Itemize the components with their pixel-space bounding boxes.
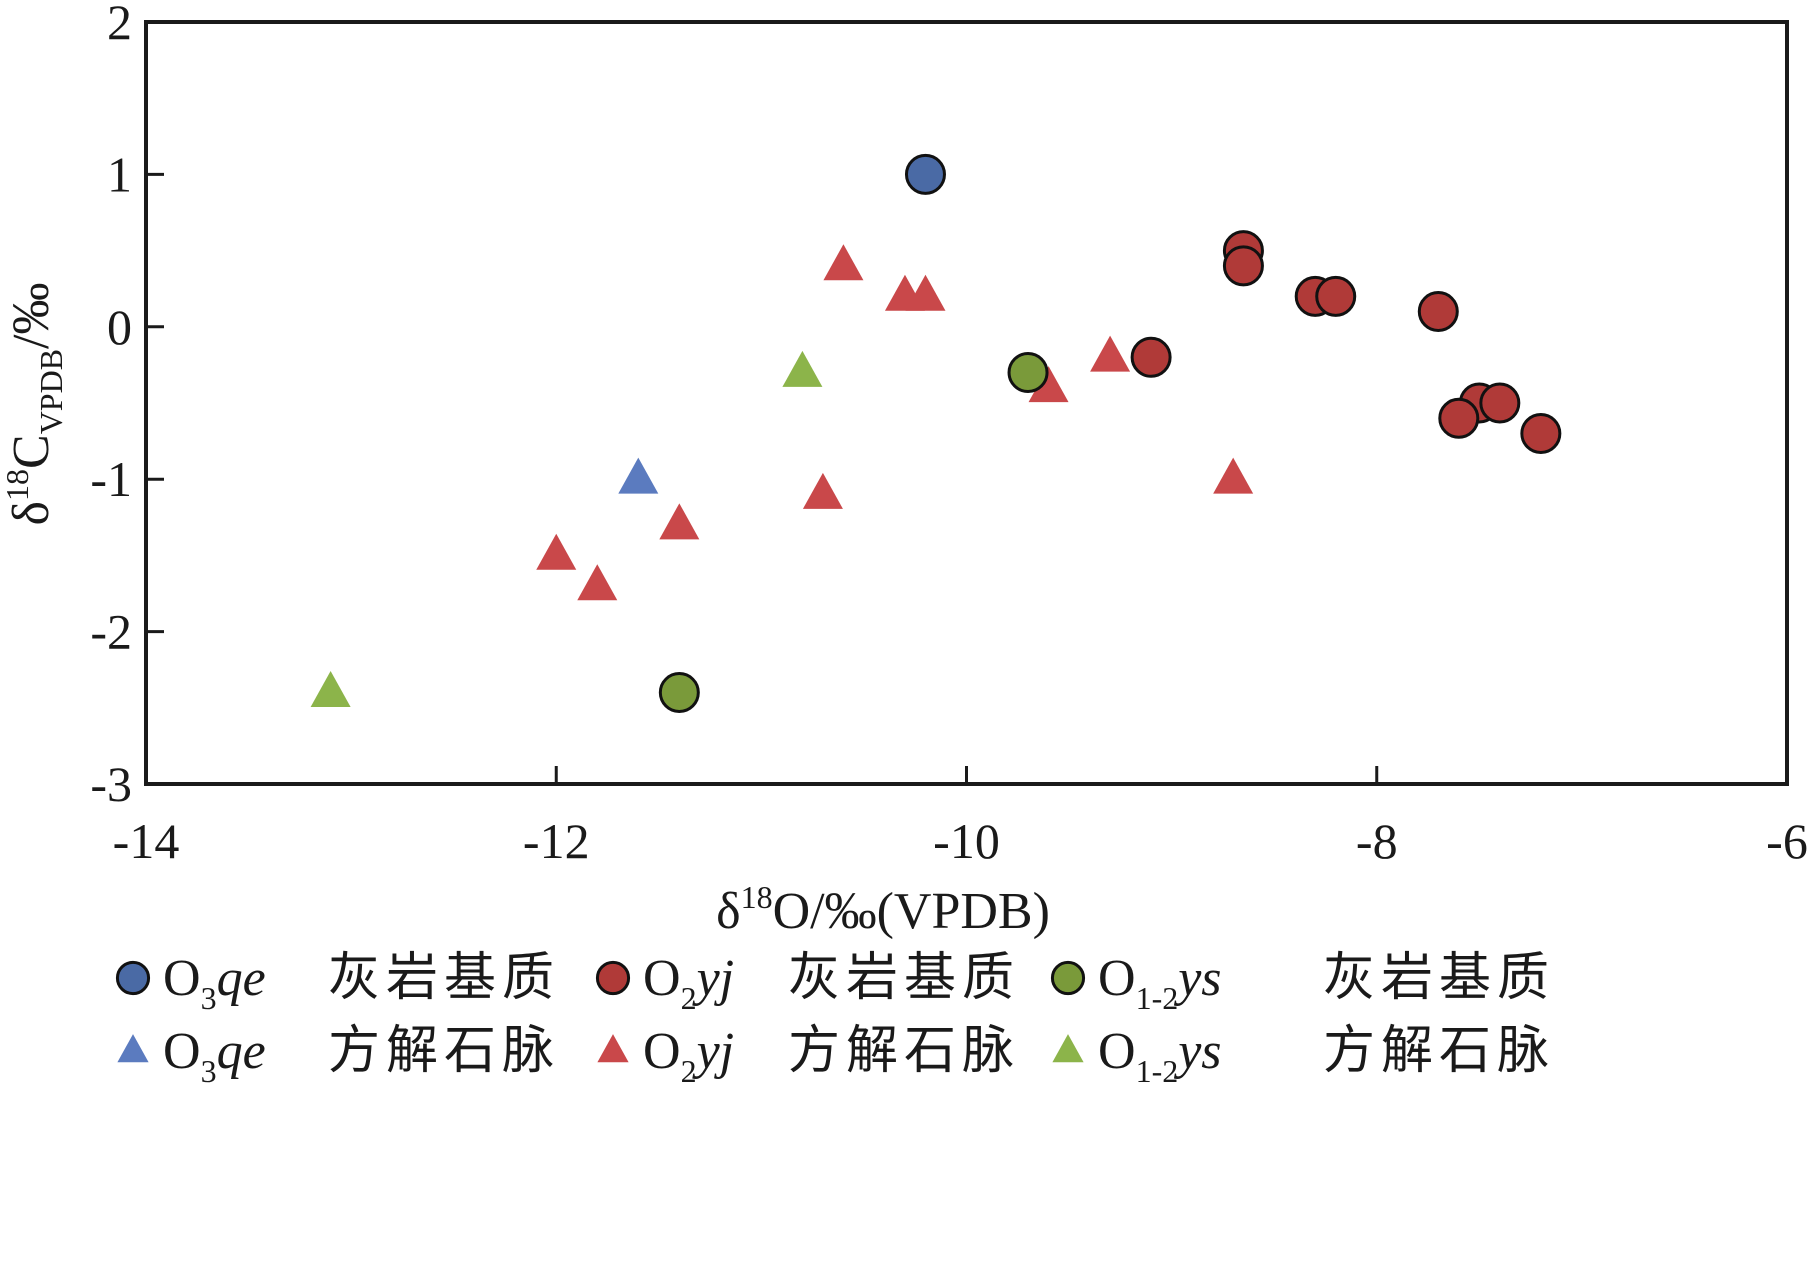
y-tick-label: 0 (107, 299, 132, 355)
data-point-triangle (618, 457, 659, 494)
legend-lithology: 灰岩基质 (788, 948, 1020, 1008)
data-point-triangle (802, 472, 843, 509)
legend-label: O2yj (643, 950, 734, 1016)
data-point-circle (904, 153, 946, 195)
y-tick-label: -3 (90, 756, 132, 812)
axis-ticks (146, 172, 1379, 784)
y-tick-label: 1 (107, 146, 132, 202)
legend-marker (595, 960, 631, 996)
data-point-circle (1007, 352, 1049, 394)
legend-label: O2yj (643, 1023, 734, 1089)
legend: O3qe 灰岩基质 O2yj 灰岩基质 O1-2ys 灰岩基质 O3qe 方解石脉 O2yj 方解… (115, 948, 1555, 1089)
data-point-triangle (536, 533, 577, 570)
legend-lithology: 方解石脉 (328, 1021, 560, 1081)
legend-marker (1050, 960, 1086, 996)
legend-lithology: 灰岩基质 (328, 948, 560, 1008)
legend-label: O1-2ys (1098, 1023, 1222, 1089)
legend-marker (115, 960, 151, 996)
data-point-circle (1417, 291, 1459, 333)
data-point-circle (1130, 336, 1172, 378)
data-point-triangle (1213, 457, 1254, 494)
data-point-circle (1479, 382, 1521, 424)
legend-label: O3qe (163, 1023, 266, 1089)
data-points (310, 153, 1562, 714)
data-point-circle (1315, 275, 1357, 317)
data-point-triangle (782, 350, 823, 387)
data-point-triangle (577, 564, 618, 601)
data-point-triangle (1028, 366, 1069, 403)
data-point-circle (658, 672, 700, 714)
plot-area-frame (144, 20, 1789, 786)
legend-marker (597, 1034, 629, 1063)
data-point-triangle (310, 670, 351, 707)
data-point-triangle (823, 244, 864, 281)
legend-label: O3qe (163, 950, 266, 1016)
x-tick-label: -12 (523, 813, 590, 869)
legend-marker (117, 1034, 149, 1063)
legend-label: O1-2ys (1098, 950, 1222, 1016)
x-tick-label: -6 (1766, 813, 1808, 869)
data-point-triangle (905, 274, 946, 311)
data-point-triangle (1090, 335, 1131, 372)
y-tick-label: -1 (90, 451, 132, 507)
y-axis-title: δ18CVPDB/‰ (0, 282, 69, 525)
legend-lithology: 方解石脉 (1323, 1021, 1555, 1081)
x-tick-label: -8 (1356, 813, 1398, 869)
x-tick-label: -10 (933, 813, 1000, 869)
x-axis-title: δ18O/‰(VPDB) (716, 879, 1050, 940)
data-point-triangle (659, 503, 700, 540)
data-point-circle (1520, 412, 1562, 454)
data-point-circle (1222, 245, 1264, 287)
legend-marker (1052, 1034, 1084, 1063)
legend-lithology: 方解石脉 (788, 1021, 1020, 1081)
data-point-circle (1438, 397, 1480, 439)
x-tick-label: -14 (113, 813, 180, 869)
y-tick-label: -2 (90, 604, 132, 660)
y-tick-label: 2 (107, 0, 132, 50)
legend-lithology: 灰岩基质 (1323, 948, 1555, 1008)
